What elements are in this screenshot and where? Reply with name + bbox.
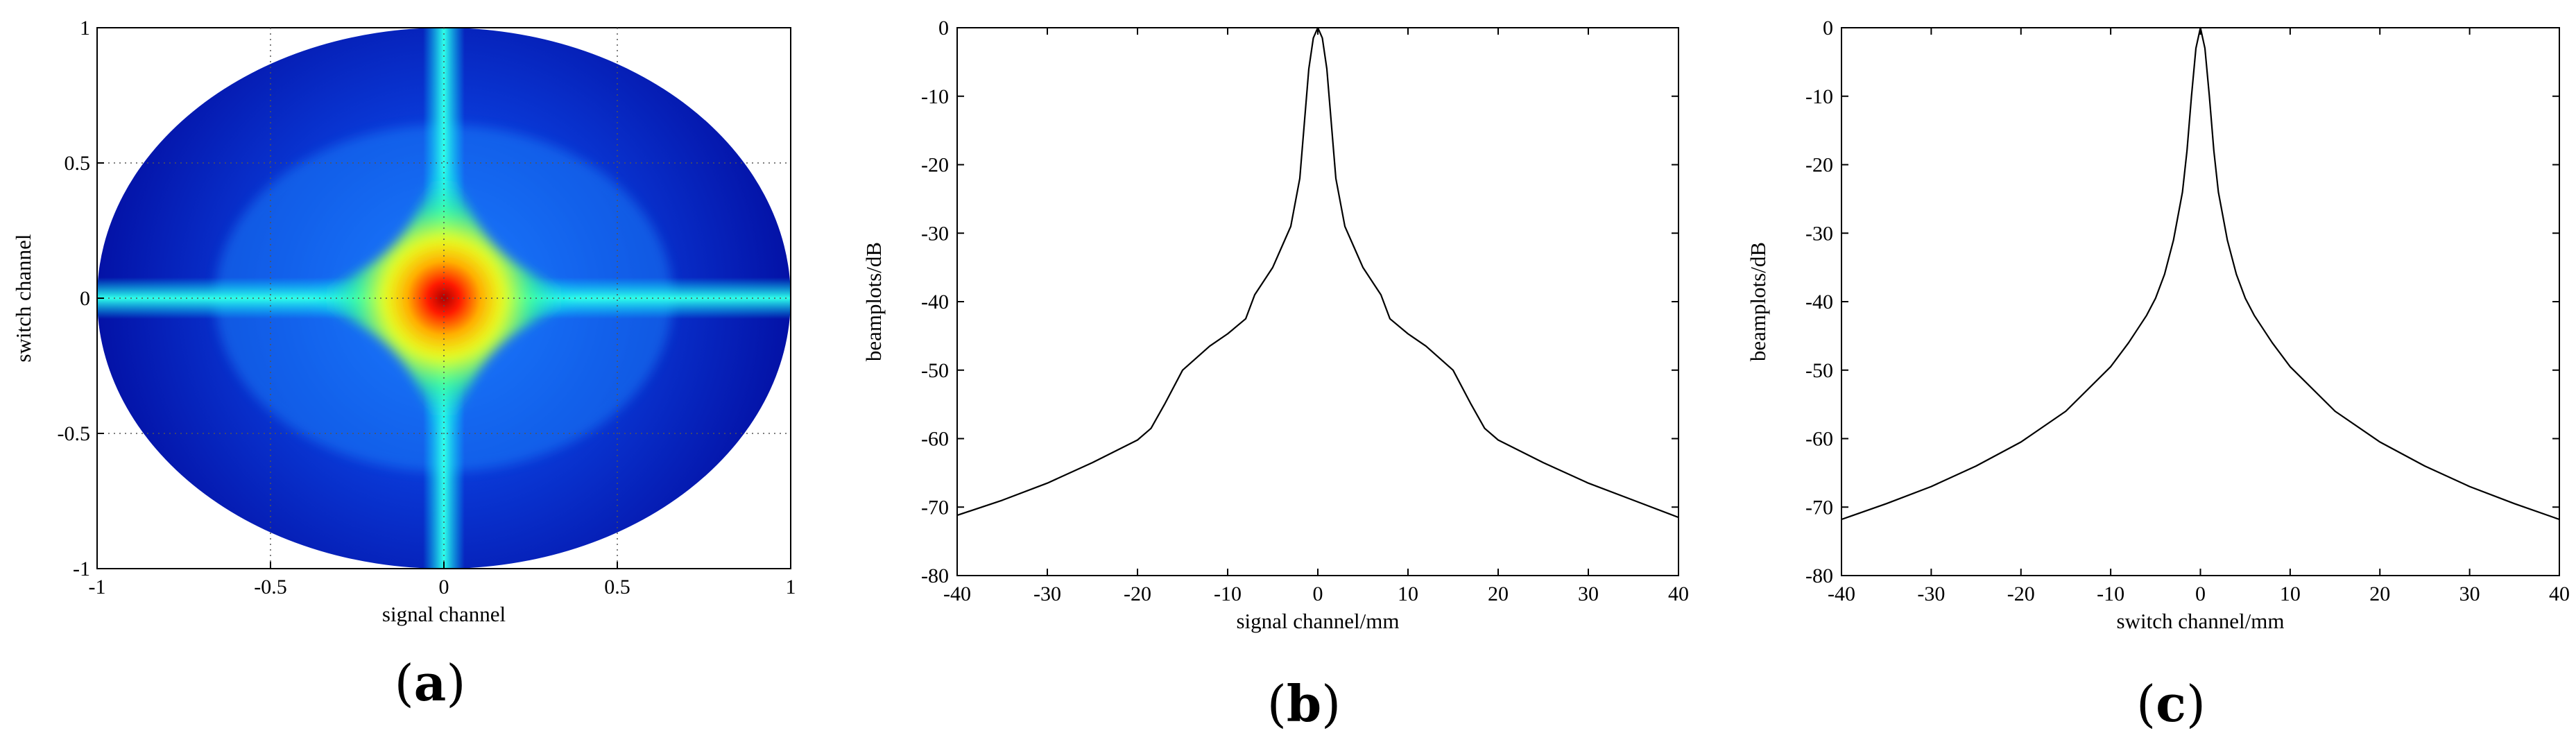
- y-tick-label: -60: [921, 428, 949, 451]
- y-tick-label: -1: [73, 558, 90, 580]
- y-tick-label: 0: [80, 287, 90, 310]
- x-tick-label: -10: [2097, 583, 2124, 605]
- x-tick-label: 10: [1398, 583, 1418, 605]
- y-tick-label: 0.5: [65, 152, 91, 175]
- x-tick-label: -40: [943, 583, 971, 605]
- panel-label: (a): [395, 653, 466, 712]
- x-tick-label: -30: [1917, 583, 1945, 605]
- x-tick-label: -10: [1214, 583, 1242, 605]
- y-tick-label: -50: [1805, 359, 1833, 382]
- x-tick-label: -30: [1033, 583, 1061, 605]
- y-tick-label: -20: [1805, 154, 1833, 177]
- x-tick-label: 1: [786, 576, 796, 598]
- y-tick-label: 1: [80, 17, 90, 40]
- y-tick-label: -30: [1805, 222, 1833, 245]
- x-tick-label: 40: [2549, 583, 2570, 605]
- y-tick-label: -30: [921, 222, 949, 245]
- y-axis-label: beamplots/dB: [1746, 242, 1770, 361]
- switch-beamplot-panel: -40 -30 -20 -10 0 10 20 30 40 0 -10 -20 -30 -40 -50 -60…: [1746, 17, 2570, 733]
- heatmap-panel: -1 -0.5 0 0.5 1 -1 -0.5 0 0.5 1 signal channel swit…: [11, 17, 796, 712]
- x-tick-label: -40: [1828, 583, 1855, 605]
- y-tick-label: -50: [921, 359, 949, 382]
- axes-frame: [1841, 27, 2560, 576]
- x-tick-label: 30: [2459, 583, 2480, 605]
- series-line: [1841, 26, 2560, 521]
- x-tick-label: 30: [1578, 583, 1599, 605]
- y-tick-label: -80: [921, 564, 949, 587]
- y-tick-label: -40: [1805, 291, 1833, 313]
- y-axis-label: beamplots/dB: [861, 242, 886, 361]
- y-tick-label: -10: [1805, 85, 1833, 108]
- x-tick-label: -0.5: [254, 576, 287, 598]
- y-tick-label: 0: [938, 17, 949, 40]
- y-tick-label: 0: [1823, 17, 1833, 40]
- x-tick-label: 0: [2195, 583, 2206, 605]
- panel-label: (b): [1267, 674, 1341, 733]
- y-tick-label: -70: [1805, 496, 1833, 519]
- x-tick-label: 0: [439, 576, 449, 598]
- x-tick-label: 40: [1668, 583, 1689, 605]
- y-axis-label: switch channel: [11, 234, 35, 362]
- signal-beamplot-panel: -40 -30 -20 -10 0 10 20 30 40 0 -10 -20 -30 -40 -50 -60…: [861, 17, 1689, 733]
- y-tick-label: -70: [921, 496, 949, 519]
- y-tick-label: -60: [1805, 428, 1833, 451]
- y-tick-label: -0.5: [58, 422, 91, 445]
- x-tick-label: 10: [2280, 583, 2301, 605]
- x-axis-label: switch channel/mm: [2117, 609, 2285, 633]
- x-tick-label: 0.5: [604, 576, 630, 598]
- x-tick-label: 20: [1488, 583, 1509, 605]
- series-line: [956, 26, 1679, 519]
- x-tick-label: 20: [2369, 583, 2390, 605]
- x-tick-label: -1: [89, 576, 106, 598]
- x-tick-label: -20: [1124, 583, 1151, 605]
- y-tick-label: -20: [921, 154, 949, 177]
- y-tick-label: -80: [1805, 564, 1833, 587]
- y-tick-label: -10: [921, 85, 949, 108]
- x-axis-label: signal channel/mm: [1236, 609, 1399, 633]
- y-tick-label: -40: [921, 291, 949, 313]
- x-axis-label: signal channel: [382, 602, 506, 626]
- x-tick-label: -20: [2007, 583, 2035, 605]
- heatmap-peak: [402, 257, 486, 340]
- panel-label: (c): [2136, 674, 2206, 733]
- axes-frame: [956, 27, 1679, 576]
- x-tick-label: 0: [1313, 583, 1323, 605]
